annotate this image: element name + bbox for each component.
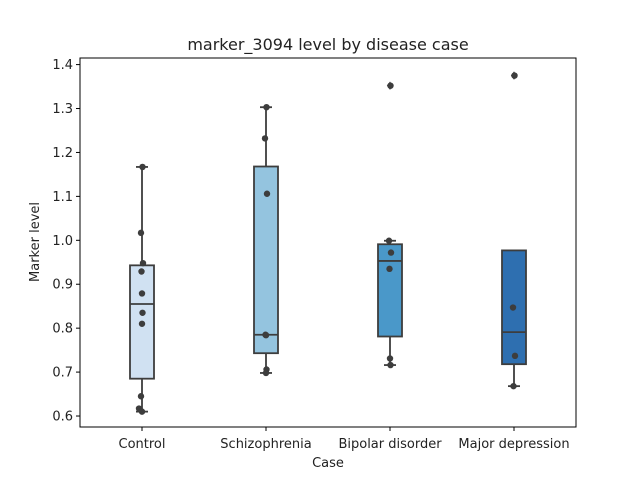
data-point <box>262 369 270 377</box>
y-tick-label: 1.3 <box>52 102 73 117</box>
data-point <box>509 304 517 311</box>
plot-area <box>79 57 577 428</box>
data-point <box>263 190 271 197</box>
x-axis: Control Schizophrenia Bipolar disorder Majo… <box>119 427 570 452</box>
x-axis-label: Case <box>312 456 344 471</box>
data-point <box>263 104 270 111</box>
data-point <box>138 320 146 327</box>
data-point <box>261 135 269 142</box>
data-point <box>387 82 394 89</box>
data-point <box>386 355 394 362</box>
data-point <box>137 393 145 400</box>
box-iqr <box>377 243 403 338</box>
data-point <box>139 309 146 316</box>
data-point <box>137 229 145 237</box>
data-point <box>511 352 519 360</box>
y-tick-label: 0.8 <box>52 322 73 337</box>
data-point <box>138 268 145 275</box>
y-axis: 0.6 0.7 0.8 0.9 1.0 1.1 1.2 1.3 1.4 <box>52 58 80 425</box>
data-point <box>387 361 394 369</box>
y-tick-label: 1.4 <box>52 58 73 73</box>
x-tick-label: Schizophrenia <box>220 437 311 452</box>
data-point <box>510 382 517 390</box>
x-tick-label: Bipolar disorder <box>338 437 442 452</box>
x-tick-label: Major depression <box>458 437 569 452</box>
data-point <box>138 290 146 297</box>
y-tick-label: 1.0 <box>52 234 73 249</box>
y-tick-label: 0.6 <box>52 410 73 425</box>
y-tick-label: 0.9 <box>52 278 73 293</box>
data-point <box>139 259 147 267</box>
y-tick-label: 1.1 <box>52 190 73 205</box>
data-point <box>138 408 146 415</box>
y-axis-label: Marker level <box>28 202 43 282</box>
data-point <box>139 163 146 171</box>
y-tick-label: 1.2 <box>52 146 73 161</box>
chart-title: marker_3094 level by disease case <box>187 35 468 55</box>
x-tick-label: Control <box>119 437 166 452</box>
data-point <box>385 237 393 244</box>
box-schizophrenia <box>253 106 279 374</box>
box-iqr <box>253 165 279 355</box>
box-major-depression <box>501 71 527 388</box>
data-point <box>262 331 270 339</box>
y-tick-label: 0.7 <box>52 366 73 381</box>
data-point <box>387 249 395 256</box>
data-point <box>511 72 518 79</box>
data-point <box>386 265 393 273</box>
data-points <box>135 72 519 415</box>
